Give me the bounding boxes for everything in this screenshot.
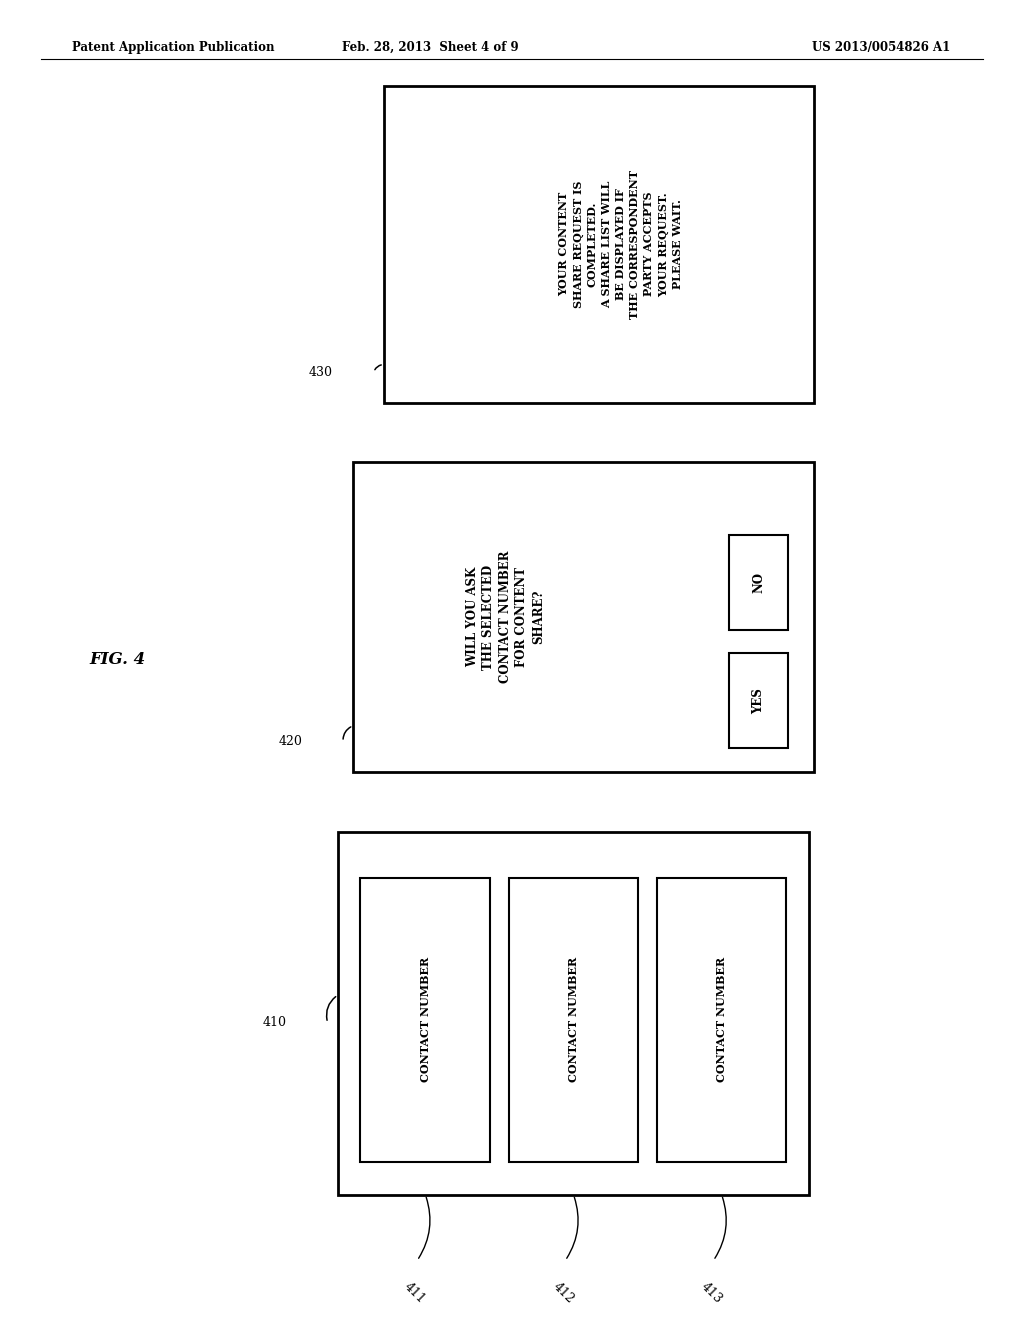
Text: 413: 413	[698, 1280, 724, 1307]
Text: CONTACT NUMBER: CONTACT NUMBER	[420, 957, 431, 1082]
FancyBboxPatch shape	[656, 878, 786, 1162]
FancyBboxPatch shape	[353, 462, 814, 772]
Text: 420: 420	[279, 735, 302, 748]
Text: CONTACT NUMBER: CONTACT NUMBER	[568, 957, 579, 1082]
FancyBboxPatch shape	[729, 535, 788, 630]
FancyBboxPatch shape	[729, 653, 788, 748]
Text: FIG. 4: FIG. 4	[90, 652, 145, 668]
FancyBboxPatch shape	[338, 832, 809, 1195]
Text: CONTACT NUMBER: CONTACT NUMBER	[716, 957, 727, 1082]
Text: NO: NO	[753, 572, 765, 593]
FancyBboxPatch shape	[360, 878, 490, 1162]
Text: 410: 410	[263, 1016, 287, 1030]
Text: Feb. 28, 2013  Sheet 4 of 9: Feb. 28, 2013 Sheet 4 of 9	[342, 41, 518, 54]
Text: WILL YOU ASK
THE SELECTED
CONTACT NUMBER
FOR CONTENT
SHARE?: WILL YOU ASK THE SELECTED CONTACT NUMBER…	[466, 550, 545, 684]
Text: Patent Application Publication: Patent Application Publication	[72, 41, 274, 54]
Text: 411: 411	[402, 1280, 428, 1307]
FancyBboxPatch shape	[509, 878, 638, 1162]
Text: YOUR CONTENT
SHARE REQUEST IS
COMPLETED.
A SHARE LIST WILL
BE DISPLAYED IF
THE C: YOUR CONTENT SHARE REQUEST IS COMPLETED.…	[558, 170, 683, 318]
FancyBboxPatch shape	[384, 86, 814, 403]
Text: YES: YES	[753, 688, 765, 714]
Text: US 2013/0054826 A1: US 2013/0054826 A1	[811, 41, 950, 54]
Text: 430: 430	[309, 366, 333, 379]
Text: 412: 412	[550, 1280, 577, 1307]
